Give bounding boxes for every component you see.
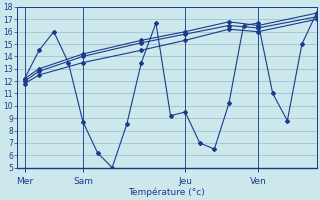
X-axis label: Température (°c): Température (°c) <box>129 187 205 197</box>
